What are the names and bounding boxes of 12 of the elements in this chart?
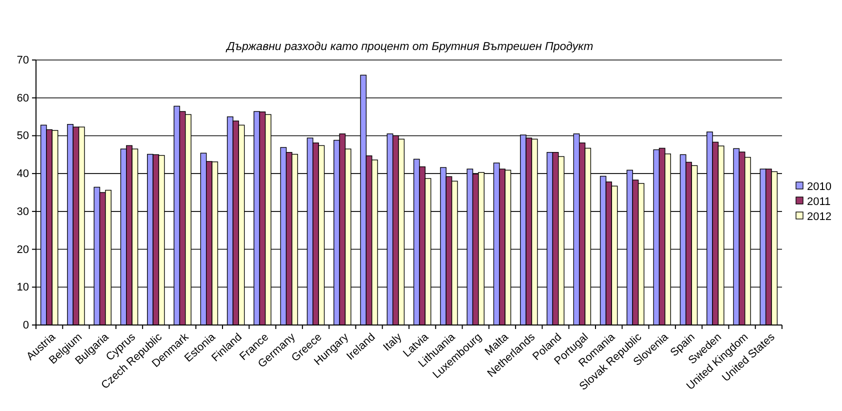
y-tick-label: 30 <box>16 206 29 218</box>
legend-label: 2010 <box>807 180 832 193</box>
y-tick-label: 60 <box>16 92 29 104</box>
legend-label: 2011 <box>807 196 831 208</box>
legend-label: 2012 <box>807 210 832 223</box>
y-tick-label: 10 <box>16 282 29 294</box>
y-tick-label: 0 <box>22 320 29 332</box>
y-tick-label: 20 <box>16 244 29 256</box>
y-tick-label: 40 <box>16 168 29 180</box>
chart-title: Държавни разходи като процент от Брутния Вътрешен Продукт <box>224 41 594 53</box>
y-tick-label: 70 <box>16 54 29 67</box>
y-tick-label: 50 <box>16 130 29 142</box>
